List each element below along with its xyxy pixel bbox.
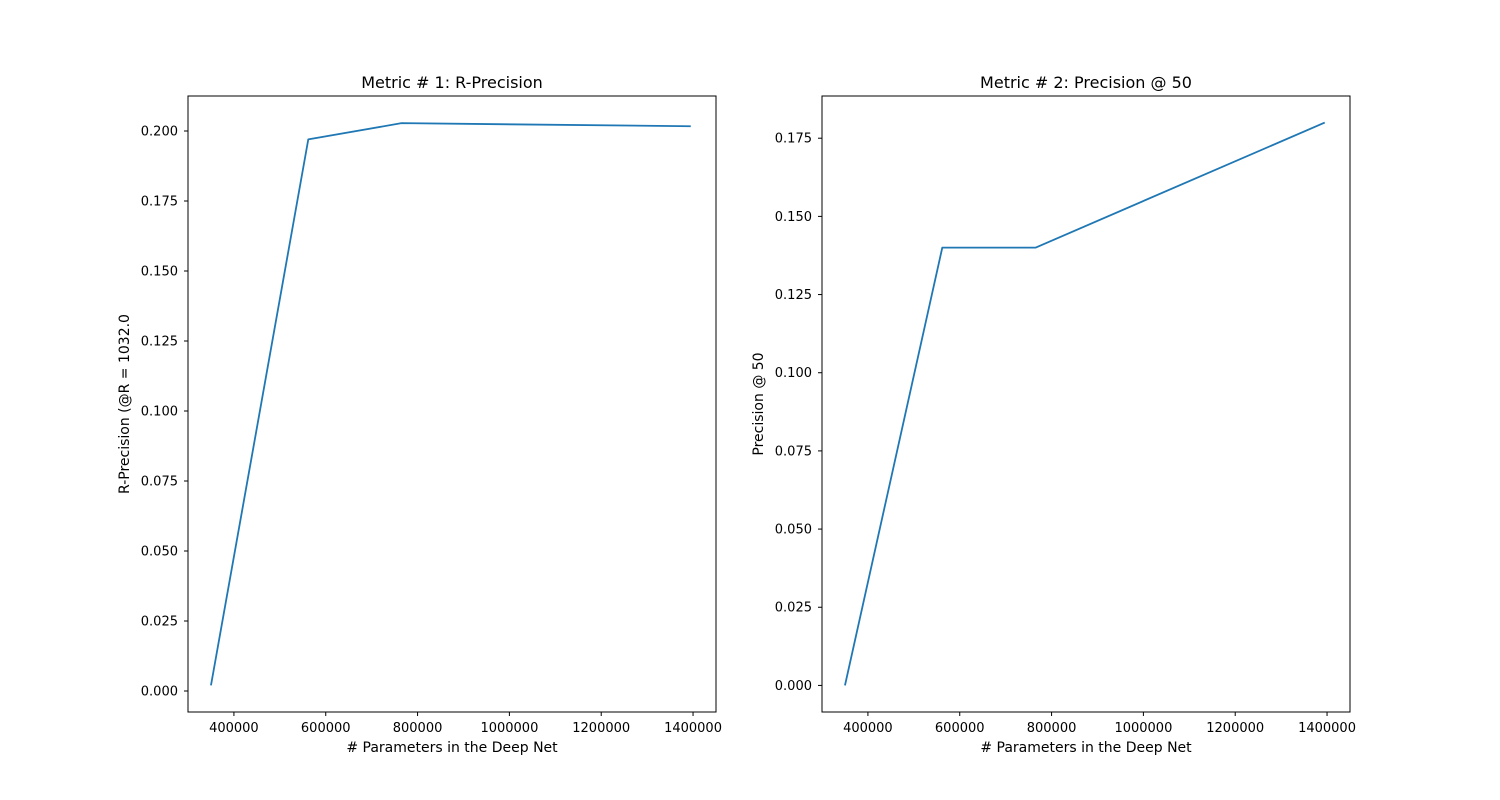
chart-title: Metric # 1: R-Precision bbox=[361, 73, 543, 92]
y-tick-label: 0.100 bbox=[775, 366, 812, 381]
x-tick-label: 800000 bbox=[1027, 721, 1077, 736]
x-tick-label: 1400000 bbox=[1298, 721, 1356, 736]
y-tick-label: 0.000 bbox=[775, 679, 812, 694]
x-axis-label: # Parameters in the Deep Net bbox=[980, 740, 1192, 756]
chart-title: Metric # 2: Precision @ 50 bbox=[980, 73, 1192, 92]
x-tick-label: 600000 bbox=[301, 721, 351, 736]
y-tick-label: 0.075 bbox=[775, 444, 812, 459]
y-tick-label: 0.050 bbox=[775, 523, 812, 538]
y-tick-label: 0.175 bbox=[141, 195, 178, 210]
y-tick-label: 0.025 bbox=[141, 615, 178, 630]
chart-precision-at-50: Metric # 2: Precision @ 50 0.0000.0250.0… bbox=[751, 73, 1356, 756]
y-tick-label: 0.150 bbox=[775, 210, 812, 225]
y-tick-label: 0.075 bbox=[141, 475, 178, 490]
x-axis-ticks: 400000 600000 800000 1000000 1200000 1400000 bbox=[209, 712, 722, 736]
series-line bbox=[210, 122, 691, 686]
series-group bbox=[210, 122, 691, 686]
x-tick-label: 1000000 bbox=[480, 721, 538, 736]
series-line bbox=[844, 121, 1326, 686]
x-axis-ticks: 400000 600000 800000 1000000 1200000 1400000 bbox=[843, 712, 1356, 736]
y-tick-label: 0.125 bbox=[775, 288, 812, 303]
y-tick-label: 0.025 bbox=[775, 601, 812, 616]
x-tick-label: 400000 bbox=[209, 721, 259, 736]
plot-frame bbox=[187, 95, 717, 713]
plot-frame bbox=[821, 95, 1351, 713]
chart-r-precision: Metric # 1: R-Precision 0.0000.0250.0500… bbox=[117, 73, 722, 756]
x-tick-label: 1400000 bbox=[664, 721, 722, 736]
y-tick-label: 0.050 bbox=[141, 545, 178, 560]
y-axis-ticks: 0.000 0.025 0.050 0.075 0.100 0.125 0.150 0.175… bbox=[141, 125, 188, 700]
x-tick-label: 400000 bbox=[843, 721, 893, 736]
y-tick-label: 0.175 bbox=[775, 132, 812, 147]
y-tick-label: 0.125 bbox=[141, 335, 178, 350]
y-tick-label: 0.200 bbox=[141, 125, 178, 140]
y-tick-label: 0.000 bbox=[141, 685, 178, 700]
x-tick-label: 1200000 bbox=[572, 721, 630, 736]
y-tick-label: 0.150 bbox=[141, 265, 178, 280]
x-tick-label: 1200000 bbox=[1206, 721, 1264, 736]
y-tick-label: 0.100 bbox=[141, 405, 178, 420]
x-axis-label: # Parameters in the Deep Net bbox=[346, 740, 558, 756]
x-tick-label: 600000 bbox=[935, 721, 985, 736]
series-group bbox=[844, 121, 1326, 686]
y-axis-label: Precision @ 50 bbox=[751, 352, 767, 455]
x-tick-label: 800000 bbox=[393, 721, 443, 736]
y-axis-label: R-Precision (@R = 1032.0 bbox=[117, 314, 133, 494]
x-tick-label: 1000000 bbox=[1114, 721, 1172, 736]
y-axis-ticks: 0.000 0.025 0.050 0.075 0.100 0.125 0.150 0.175 bbox=[775, 132, 822, 694]
